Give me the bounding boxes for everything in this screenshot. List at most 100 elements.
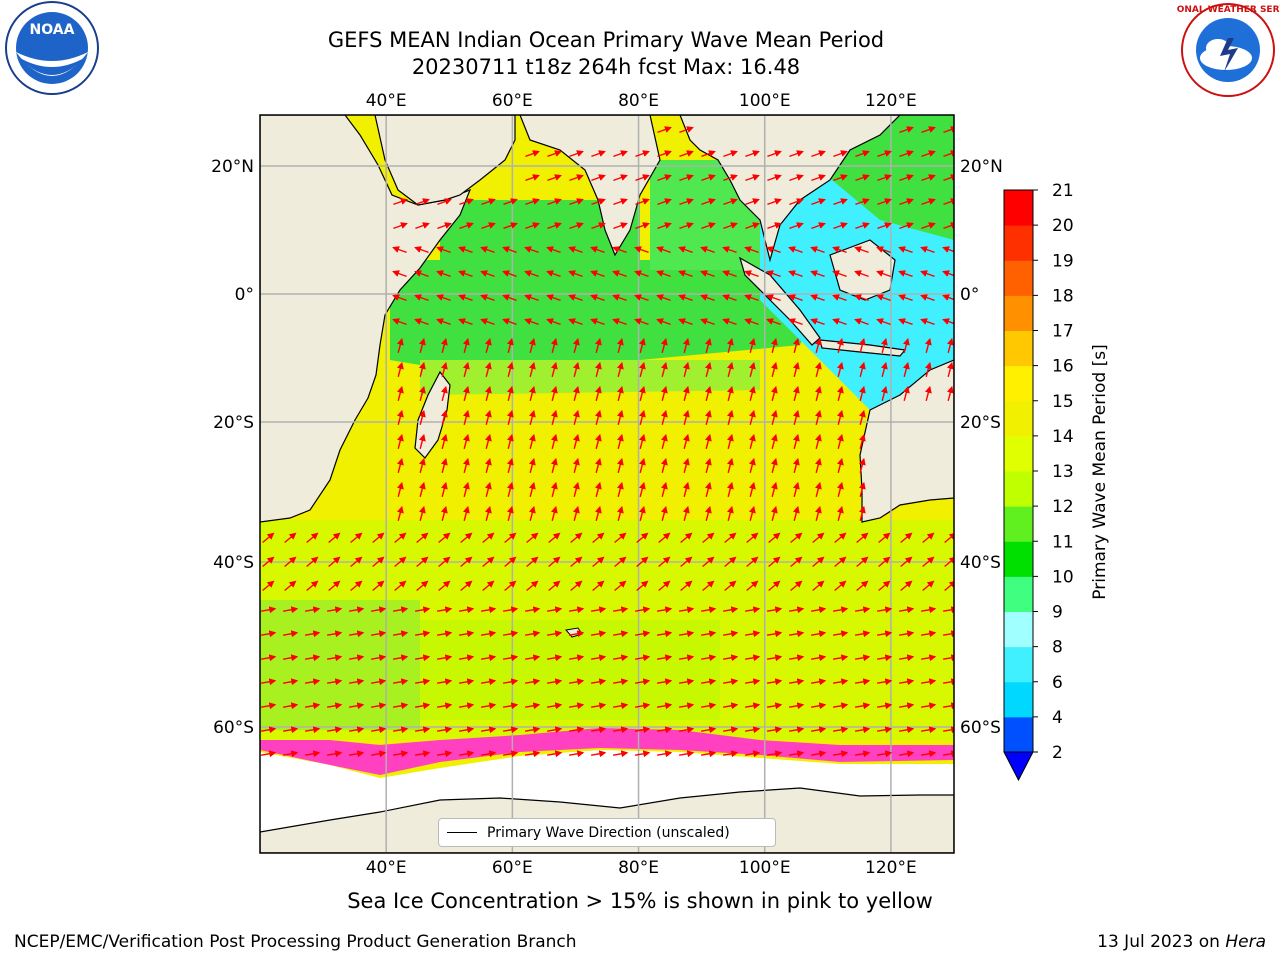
wave-arrow	[634, 630, 651, 638]
wave-arrow	[722, 606, 739, 614]
wave-arrow	[770, 457, 778, 473]
wave-arrow	[920, 318, 935, 326]
wave-arrow	[682, 505, 690, 521]
colorbar-tick-label: 16	[1052, 357, 1074, 377]
wave-arrow	[788, 294, 803, 302]
wave-arrow	[594, 409, 602, 425]
wave-arrow	[636, 580, 649, 592]
wave-arrow	[568, 294, 583, 302]
wave-arrow	[568, 654, 585, 662]
wave-arrow	[700, 726, 717, 734]
wave-arrow	[592, 556, 605, 568]
wave-arrow	[858, 505, 866, 521]
colorbar-segment	[1004, 330, 1033, 367]
wave-arrow	[858, 481, 866, 497]
wave-arrow	[810, 750, 827, 758]
wave-arrow	[656, 726, 673, 734]
wave-arrow	[898, 270, 913, 278]
wave-arrow	[943, 174, 954, 182]
wave-arrow	[568, 630, 585, 638]
wave-arrow	[612, 750, 629, 758]
lon-label-top: 120°E	[865, 91, 917, 111]
wave-arrow	[678, 702, 695, 710]
wave-arrow	[722, 654, 739, 662]
wave-arrow	[745, 222, 760, 230]
wave-arrow	[921, 126, 936, 134]
wave-arrow	[700, 630, 717, 638]
wave-arrow	[550, 457, 558, 473]
wave-arrow	[924, 337, 932, 353]
wave-arrow	[396, 505, 404, 521]
wave-arrow	[612, 630, 629, 638]
wave-arrow	[810, 246, 825, 254]
wave-arrow	[635, 174, 650, 182]
wave-arrow	[810, 678, 827, 686]
colorbar-tick-label: 4	[1052, 708, 1063, 728]
wave-arrow	[414, 294, 429, 302]
wave-arrow	[700, 606, 717, 614]
wave-arrow	[350, 556, 363, 568]
wave-arrow	[832, 702, 849, 710]
wave-arrow	[396, 385, 404, 401]
wave-arrow	[942, 654, 954, 662]
wave-arrow	[260, 726, 277, 734]
wave-arrow	[634, 726, 651, 734]
wave-arrow	[482, 556, 495, 568]
wave-arrow	[504, 580, 517, 592]
arabian-sea-green	[440, 200, 640, 270]
wave-arrow	[723, 198, 738, 206]
wave-arrow	[658, 580, 671, 592]
wave-arrow	[547, 174, 562, 182]
wave-arrow	[616, 385, 624, 401]
wave-arrow	[898, 294, 913, 302]
wave-arrow	[704, 361, 712, 377]
wave-arrow	[878, 556, 891, 568]
wave-arrow	[524, 750, 541, 758]
wave-arrow	[744, 270, 759, 278]
wave-arrow	[682, 433, 690, 449]
colorbar-segment	[1004, 365, 1033, 402]
wave-arrow	[326, 678, 343, 686]
wave-arrow	[634, 702, 651, 710]
wave-arrow	[568, 678, 585, 686]
wave-arrow	[569, 198, 584, 206]
colorbar-segment	[1004, 435, 1033, 472]
wave-arrow	[856, 532, 869, 544]
wave-arrow	[569, 222, 584, 230]
wave-arrow	[854, 318, 869, 326]
wave-arrow	[658, 532, 671, 544]
wave-arrow	[458, 270, 473, 278]
colorbar-segment	[1004, 260, 1033, 296]
wave-arrow	[788, 318, 803, 326]
footer-date: 13 Jul 2023 on Hera	[1097, 932, 1266, 952]
wave-arrow	[458, 630, 475, 638]
wave-arrow	[440, 337, 448, 353]
wave-arrow	[920, 750, 937, 758]
wave-arrow	[656, 606, 673, 614]
wave-arrow	[855, 198, 870, 206]
wave-arrow	[680, 532, 693, 544]
wave-arrow	[484, 433, 492, 449]
wave-arrow	[304, 726, 321, 734]
wave-arrow	[726, 409, 734, 425]
wave-arrow	[814, 433, 822, 449]
wave-arrow	[657, 174, 672, 182]
wave-arrow	[418, 385, 426, 401]
wave-arrow	[854, 702, 871, 710]
wave-arrow	[612, 726, 629, 734]
wave-arrow	[876, 270, 891, 278]
wave-arrow	[657, 150, 672, 158]
wave-arrow	[550, 337, 558, 353]
map-area	[260, 115, 954, 853]
wave-arrow	[748, 337, 756, 353]
wave-arrow	[572, 457, 580, 473]
wave-arrow	[634, 246, 649, 254]
wave-arrow	[590, 606, 607, 614]
wave-arrow	[524, 270, 539, 278]
wave-arrow	[877, 222, 892, 230]
wave-arrow	[460, 532, 473, 544]
wave-arrow	[460, 580, 473, 592]
wave-arrow	[304, 678, 321, 686]
wave-arrow	[635, 198, 650, 206]
wave-arrow	[660, 433, 668, 449]
